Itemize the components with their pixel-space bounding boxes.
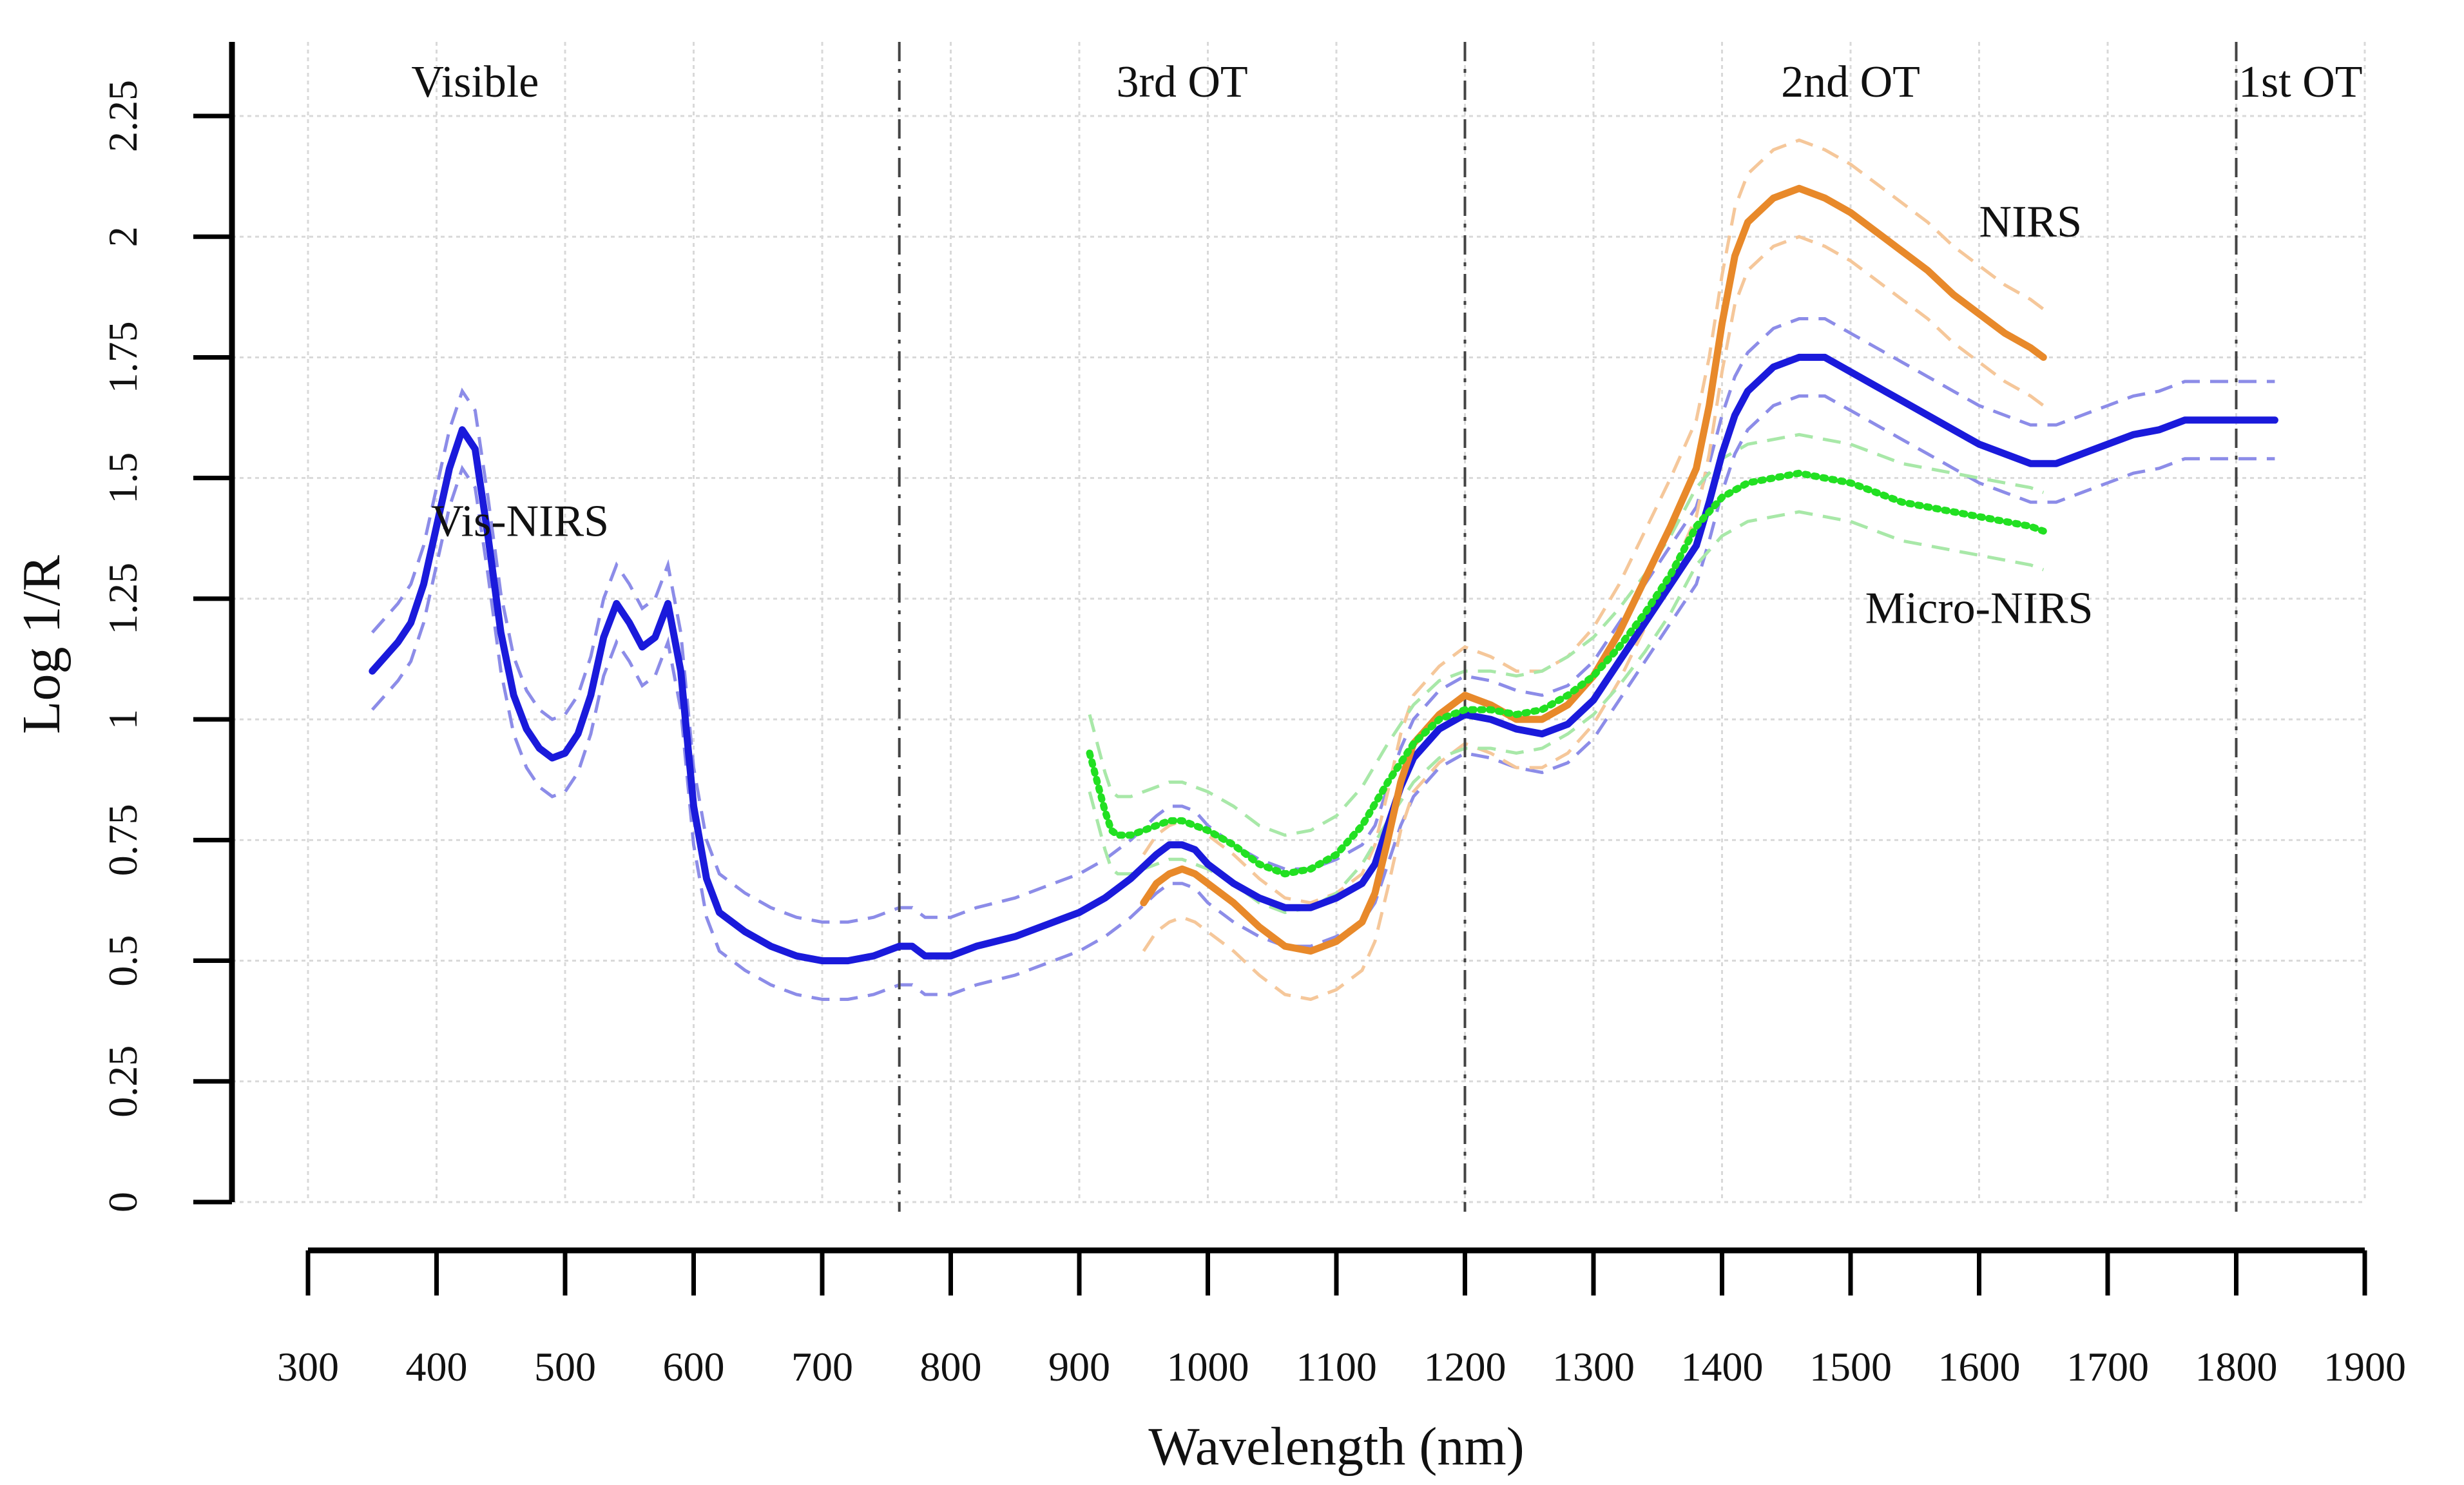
y-tick-label: 1.5 [100,452,146,504]
y-ticks: 0 0.25 0.5 0.75 1 1.25 1.5 1.75 2 2.25 [100,80,232,1212]
y-tick-label: 0.25 [100,1045,146,1118]
x-tick-label: 1100 [1296,1344,1377,1390]
region-boundaries [898,42,2238,1212]
vis-nirs-line [369,353,2278,965]
y-tick-label: 0.5 [100,935,146,987]
annotations: Visible 3rd OT 2nd OT 1st OT Vis-NIRS NIRS Mic… [411,57,2362,633]
x-tick-label: 1200 [1424,1344,1506,1390]
series-label: NIRS [1979,197,2082,247]
series-lines [369,184,2278,965]
micro-nirs-line [1086,469,2047,878]
x-tick-label: 300 [277,1344,339,1390]
std-bands [371,138,2275,1002]
nirs-lower-band [1142,235,2045,1002]
y-axis-title: Log 1/R [12,555,72,734]
region-label: Visible [411,57,539,107]
y-tick-label: 2 [100,226,146,247]
x-tick-label: 1800 [2195,1344,2278,1390]
y-tick-label: 0 [100,1192,146,1212]
x-tick-label: 400 [406,1344,468,1390]
x-tick-label: 1500 [1809,1344,1892,1390]
x-tick-label: 1900 [2324,1344,2406,1390]
y-tick-label: 1.25 [100,563,146,635]
series-label: Micro-NIRS [1865,583,2093,633]
x-tick-label: 1300 [1552,1344,1635,1390]
x-tick-label: 1400 [1681,1344,1764,1390]
x-tick-label: 1600 [1938,1344,2021,1390]
vis-nirs-lower-band [371,394,2275,1001]
x-tick-label: 800 [920,1344,982,1390]
x-tick-label: 700 [791,1344,853,1390]
y-tick-label: 2.25 [100,80,146,152]
series-label: Vis-NIRS [431,497,609,547]
x-tick-label: 1000 [1167,1344,1249,1390]
region-label: 1st OT [2238,57,2363,107]
nirs-line [1140,184,2047,955]
y-tick-label: 1.75 [100,321,146,393]
region-label: 3rd OT [1117,57,1248,107]
x-ticks: 300 400 500 600 700 800 900 1000 1100 1200 1300 140… [277,1250,2406,1390]
vis-nirs-upper-band [371,317,2275,924]
micro-nirs-lower-band [1088,510,2045,915]
y-tick-label: 1 [100,709,146,730]
x-tick-label: 1700 [2066,1344,2149,1390]
x-axis-title: Wavelength (nm) [1148,1417,1524,1477]
region-label: 2nd OT [1781,57,1920,107]
x-tick-label: 500 [534,1344,596,1390]
y-tick-label: 0.75 [100,804,146,876]
grid [232,42,2366,1203]
x-tick-label: 900 [1048,1344,1110,1390]
x-tick-label: 600 [663,1344,725,1390]
micro-nirs-upper-band [1088,432,2045,837]
